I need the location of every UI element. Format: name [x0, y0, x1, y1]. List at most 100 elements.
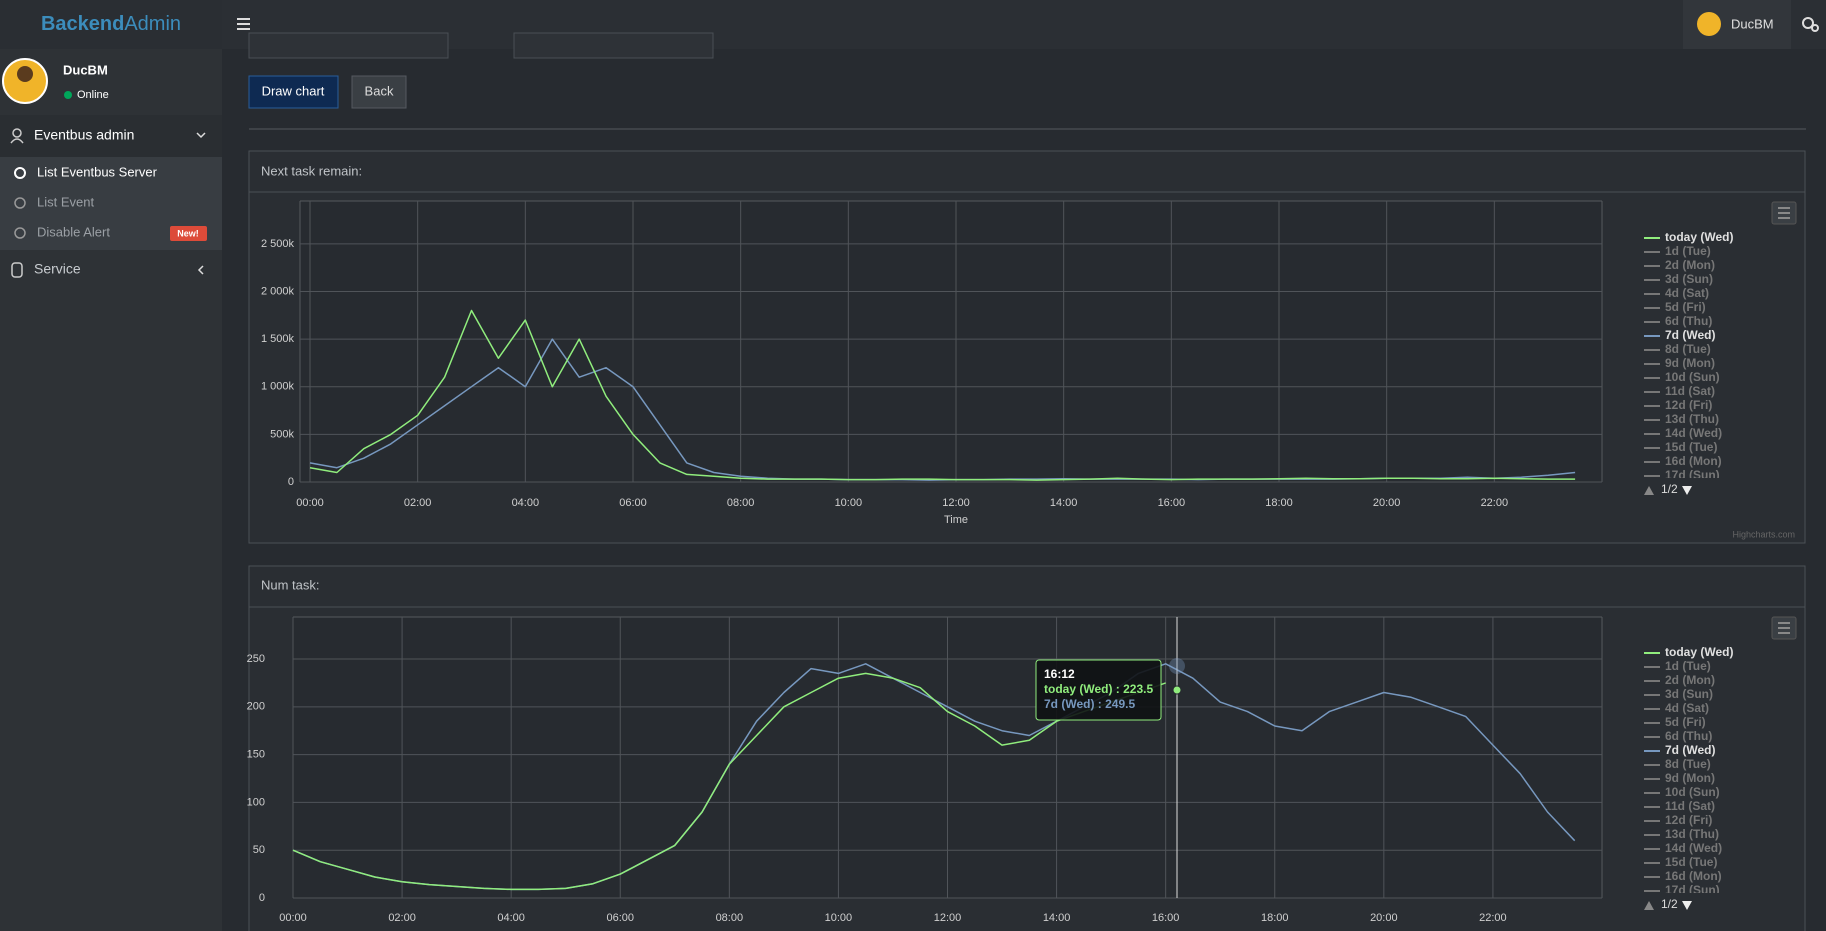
- legend-item[interactable]: 10d (Sun): [1665, 370, 1720, 384]
- x-tick-label: 20:00: [1373, 497, 1401, 509]
- button-label[interactable]: Back: [365, 83, 394, 98]
- submenu-item[interactable]: List Eventbus Server: [37, 164, 158, 179]
- x-tick-label: 00:00: [279, 912, 307, 924]
- legend-item[interactable]: 2d (Mon): [1665, 258, 1715, 272]
- legend-item[interactable]: 1d (Tue): [1665, 244, 1711, 258]
- chevron: [197, 265, 204, 275]
- x-tick-label: 08:00: [716, 912, 744, 924]
- x-tick-label: 06:00: [619, 497, 647, 509]
- pager-down[interactable]: [1682, 901, 1692, 910]
- legend-item[interactable]: 6d (Thu): [1665, 314, 1712, 328]
- button-label[interactable]: Draw chart: [262, 83, 325, 98]
- menu-icon: [10, 138, 24, 144]
- x-tick-label: 14:00: [1050, 497, 1078, 509]
- menu-icon: [12, 128, 22, 138]
- x-tick-label: 18:00: [1261, 912, 1289, 924]
- y-tick-label: 100: [247, 796, 265, 808]
- legend-item[interactable]: today (Wed): [1665, 230, 1733, 244]
- legend-item[interactable]: 5d (Fri): [1665, 300, 1706, 314]
- legend: today (Wed)1d (Tue)2d (Mon)3d (Sun)4d (S…: [1644, 645, 1733, 897]
- submenu-item[interactable]: Disable Alert: [37, 224, 110, 239]
- y-tick-label: 0: [288, 476, 294, 488]
- legend-item[interactable]: 15d (Tue): [1665, 440, 1717, 454]
- x-tick-label: 00:00: [296, 497, 324, 509]
- series-line: [292, 672, 1166, 891]
- tooltip-line: today (Wed) : 223.5: [1044, 682, 1153, 696]
- pager-down[interactable]: [1682, 486, 1692, 495]
- legend-item[interactable]: 7d (Wed): [1665, 743, 1715, 757]
- status: Online: [77, 89, 109, 101]
- tooltip: [1035, 659, 1162, 721]
- menu-group[interactable]: [0, 115, 222, 157]
- series-line: [309, 309, 1576, 481]
- legend-item[interactable]: 4d (Sat): [1665, 286, 1709, 300]
- x-tick-label: 14:00: [1043, 912, 1071, 924]
- y-tick-label: 0: [259, 892, 265, 904]
- x-tick-label: 02:00: [404, 497, 432, 509]
- legend-item[interactable]: 2d (Mon): [1665, 673, 1715, 687]
- legend-item[interactable]: 1d (Tue): [1665, 659, 1711, 673]
- legend-item[interactable]: 16d (Mon): [1665, 869, 1722, 883]
- credits: Highcharts.com: [1732, 529, 1795, 539]
- user-name[interactable]: DucBM: [1731, 16, 1774, 31]
- user-avatar: [1697, 12, 1721, 36]
- legend-item[interactable]: 17d (Sun): [1665, 883, 1720, 897]
- legend-item[interactable]: 17d (Sun): [1665, 468, 1720, 482]
- menu-label[interactable]: Service: [34, 261, 81, 277]
- legend-item[interactable]: 11d (Sat): [1665, 384, 1715, 398]
- legend-item[interactable]: 9d (Mon): [1665, 771, 1715, 785]
- brand[interactable]: BackendAdmin: [41, 13, 181, 35]
- hover-point: [1172, 685, 1182, 695]
- pager-up[interactable]: [1644, 901, 1654, 910]
- legend-item[interactable]: 5d (Fri): [1665, 715, 1706, 729]
- legend-item[interactable]: 3d (Sun): [1665, 687, 1713, 701]
- pager-up[interactable]: [1644, 486, 1654, 495]
- legend-item[interactable]: 14d (Wed): [1665, 841, 1722, 855]
- draw-button[interactable]: [248, 75, 339, 109]
- legend-item[interactable]: 13d (Thu): [1665, 827, 1719, 841]
- legend-item[interactable]: 8d (Tue): [1665, 757, 1711, 771]
- x-tick-label: 10:00: [835, 497, 863, 509]
- legend-item[interactable]: today (Wed): [1665, 645, 1733, 659]
- badge-text: New!: [177, 228, 199, 238]
- legend-item[interactable]: 16d (Mon): [1665, 454, 1722, 468]
- x-tick-label: 22:00: [1479, 912, 1507, 924]
- badge: [170, 226, 207, 241]
- top-bar: [222, 0, 1826, 49]
- legend-item[interactable]: 6d (Thu): [1665, 729, 1712, 743]
- legend-item[interactable]: 3d (Sun): [1665, 272, 1713, 286]
- x-tick-label: 18:00: [1265, 497, 1293, 509]
- legend-pager: 1/2: [1661, 482, 1678, 496]
- menu-label[interactable]: Eventbus admin: [34, 127, 134, 143]
- x-tick-label: 12:00: [934, 912, 962, 924]
- legend-item[interactable]: 15d (Tue): [1665, 855, 1717, 869]
- y-tick-label: 250: [247, 653, 265, 665]
- legend-item[interactable]: 12d (Fri): [1665, 398, 1712, 412]
- legend-item[interactable]: 14d (Wed): [1665, 426, 1722, 440]
- y-tick-label: 200: [247, 701, 265, 713]
- legend-item[interactable]: 9d (Mon): [1665, 356, 1715, 370]
- x-tick-label: 08:00: [727, 497, 755, 509]
- legend-item[interactable]: 7d (Wed): [1665, 328, 1715, 342]
- y-tick-label: 2 000k: [261, 285, 295, 297]
- x-tick-label: 10:00: [825, 912, 853, 924]
- legend-item[interactable]: 10d (Sun): [1665, 785, 1720, 799]
- input[interactable]: [248, 32, 449, 59]
- panel-title: Next task remain:: [261, 163, 362, 178]
- legend-item[interactable]: 13d (Thu): [1665, 412, 1719, 426]
- legend-item[interactable]: 8d (Tue): [1665, 342, 1711, 356]
- settings-icon[interactable]: [1802, 17, 1819, 32]
- tooltip-line: 7d (Wed) : 249.5: [1044, 697, 1135, 711]
- avatar-face: [17, 66, 33, 82]
- legend-item[interactable]: 11d (Sat): [1665, 799, 1715, 813]
- legend-item[interactable]: 4d (Sat): [1665, 701, 1709, 715]
- x-axis-title: Time: [944, 514, 968, 526]
- legend-item[interactable]: 12d (Fri): [1665, 813, 1712, 827]
- menu-toggle[interactable]: [237, 18, 250, 30]
- hover-halo: [1169, 658, 1185, 674]
- submenu-item[interactable]: List Event: [37, 194, 94, 209]
- input[interactable]: [513, 32, 714, 59]
- plot-area: [300, 201, 1602, 482]
- back-button[interactable]: [351, 75, 407, 109]
